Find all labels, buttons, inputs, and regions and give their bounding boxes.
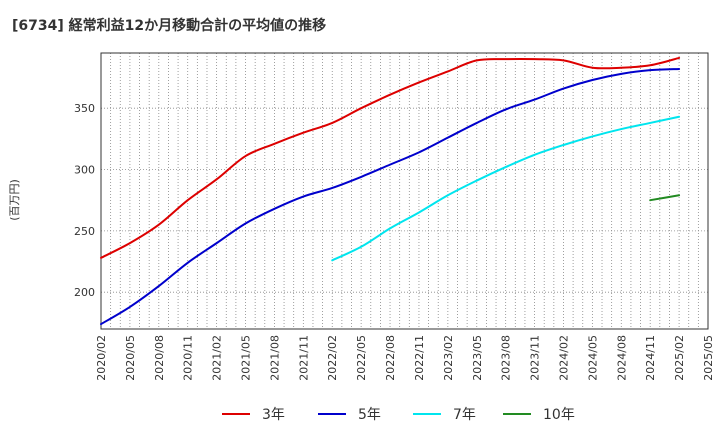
x-tick-label: 2021/02	[211, 335, 224, 381]
x-tick-label: 2024/02	[557, 335, 570, 381]
x-tick-label: 2023/11	[529, 335, 542, 381]
y-tick-label: 200	[74, 286, 95, 299]
x-tick-label: 2022/05	[355, 335, 368, 381]
series-line-5年	[100, 67, 681, 326]
legend-label: 5年	[358, 407, 381, 423]
legend-label: 10年	[543, 407, 575, 423]
series-line-10年	[649, 194, 681, 202]
x-tick-label: 2021/11	[297, 335, 310, 381]
series-line-7年	[331, 115, 681, 262]
series-lines	[100, 56, 681, 326]
y-tick-label: 250	[74, 225, 95, 238]
plot-frame	[100, 52, 709, 330]
x-tick-label: 2023/02	[442, 335, 455, 381]
x-tick-label: 2023/05	[471, 335, 484, 381]
x-tick-label: 2020/02	[95, 335, 108, 381]
y-tick-label: 300	[74, 164, 95, 177]
x-tick-label: 2020/11	[182, 335, 195, 381]
x-tick-label: 2022/02	[326, 335, 339, 381]
x-tick-label: 2024/05	[586, 335, 599, 381]
x-tick-label: 2025/02	[673, 335, 686, 381]
legend-label: 3年	[262, 407, 285, 423]
x-tick-label: 2022/08	[384, 335, 397, 381]
x-tick-label: 2021/05	[240, 335, 253, 381]
x-tick-label: 2020/05	[124, 335, 137, 381]
y-axis-label: (百万円)	[8, 179, 21, 221]
legend-label: 7年	[453, 407, 476, 423]
y-tick-label: 350	[74, 102, 95, 115]
x-tick-label: 2022/11	[413, 335, 426, 381]
legend: 3年 5年 7年 10年	[222, 407, 575, 423]
x-tick-label: 2021/08	[268, 335, 281, 381]
x-tick-label: 2020/08	[153, 335, 166, 381]
series-line-3年	[100, 56, 681, 259]
x-axis-ticks: 2020/02 2020/05 2020/08 2020/11 2021/02 2021/…	[95, 335, 715, 381]
x-tick-label: 2023/08	[500, 335, 513, 381]
y-axis-ticks: 200 250 300 350	[74, 102, 95, 299]
chart-title: [6734] 経常利益12か月移動合計の平均値の推移	[12, 17, 326, 34]
x-tick-label: 2024/11	[644, 335, 657, 381]
grid	[101, 53, 708, 329]
x-tick-label: 2024/08	[615, 335, 628, 381]
x-tick-label: 2025/05	[702, 335, 715, 381]
